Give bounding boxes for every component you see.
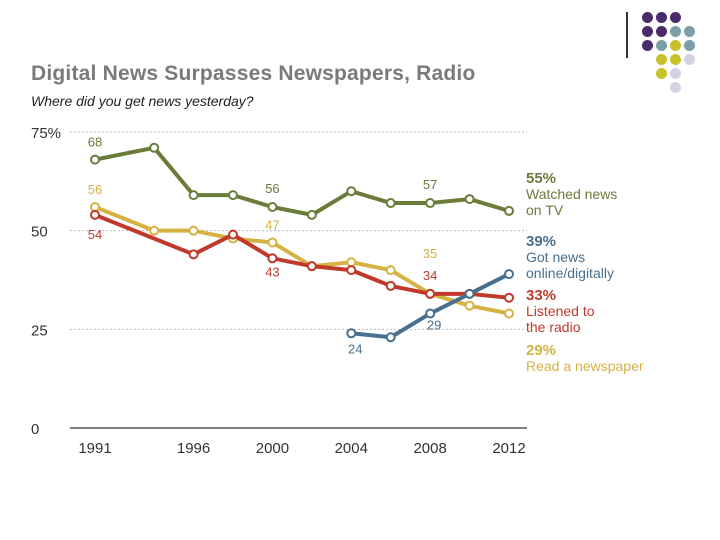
data-label-radio: 34	[423, 268, 437, 283]
end-label-text-radio: the radio	[526, 319, 581, 335]
data-point-tv	[385, 198, 396, 209]
data-label-newspaper: 56	[88, 182, 102, 197]
x-tick-label: 2008	[413, 440, 446, 457]
y-tick-label: 0	[31, 421, 39, 438]
decorative-dot	[684, 54, 695, 65]
data-point-newspaper	[346, 257, 357, 268]
chart-title: Digital News Surpasses Newspapers, Radio	[31, 62, 476, 85]
data-point-tv	[346, 186, 357, 197]
decorative-dot	[642, 40, 653, 51]
data-point-newspaper	[90, 201, 100, 212]
data-point-newspaper	[385, 265, 396, 276]
data-point-tv	[267, 201, 278, 212]
decorative-dot	[684, 26, 695, 37]
end-label-pct-newspaper: 29%	[526, 342, 556, 359]
data-label-newspaper: 35	[423, 246, 437, 261]
x-tick-label: 2000	[256, 440, 289, 457]
decorative-dot	[670, 68, 681, 79]
data-point-tv	[228, 190, 238, 201]
data-point-radio	[346, 265, 357, 276]
end-label-text-online: online/digitally	[526, 265, 614, 281]
data-point-newspaper	[149, 225, 160, 236]
data-point-radio	[267, 253, 278, 264]
data-label-online: 29	[427, 318, 441, 333]
end-label-text-online: Got news	[526, 249, 585, 265]
data-label-radio: 43	[265, 264, 279, 279]
end-label-text-tv: on TV	[526, 202, 564, 218]
decorative-dot	[656, 54, 667, 65]
data-point-tv	[306, 209, 317, 220]
end-label-pct-online: 39%	[526, 233, 556, 250]
data-point-online	[504, 269, 514, 280]
data-point-tv	[90, 154, 100, 165]
data-point-tv	[188, 190, 199, 201]
data-point-radio	[306, 261, 317, 272]
data-point-radio	[504, 292, 514, 303]
x-tick-label: 2004	[335, 440, 368, 457]
data-point-newspaper	[188, 225, 199, 236]
data-point-radio	[385, 280, 396, 291]
data-point-radio	[228, 229, 238, 240]
end-label-pct-radio: 33%	[526, 287, 556, 304]
data-point-radio	[188, 249, 199, 260]
corner-divider	[626, 12, 628, 58]
data-label-online: 24	[348, 341, 362, 356]
data-label-tv: 57	[423, 177, 437, 192]
data-point-radio	[90, 209, 100, 220]
decorative-dot	[684, 40, 695, 51]
decorative-dot	[642, 26, 653, 37]
data-point-tv	[425, 198, 436, 209]
decorative-dot	[656, 68, 667, 79]
series-line-radio	[93, 212, 511, 300]
chart-subtitle: Where did you get news yesterday?	[31, 93, 254, 109]
end-label-text-tv: Watched news	[526, 186, 617, 202]
y-tick-label: 75%	[31, 125, 61, 142]
x-tick-label: 1991	[78, 440, 111, 457]
decorative-dot	[670, 82, 681, 93]
data-point-tv	[464, 194, 475, 205]
data-point-online	[425, 308, 436, 319]
end-label-pct-tv: 55%	[526, 170, 556, 187]
series-line-tv	[93, 145, 511, 217]
series-line-newspaper	[93, 204, 511, 316]
data-label-tv: 68	[88, 135, 102, 150]
decorative-dot	[656, 40, 667, 51]
decorative-dot	[670, 54, 681, 65]
data-point-newspaper	[267, 237, 278, 248]
decorative-dot	[656, 12, 667, 23]
data-point-tv	[149, 142, 160, 153]
data-point-tv	[504, 205, 514, 216]
end-label-text-newspaper: Read a newspaper	[526, 358, 644, 374]
data-point-newspaper	[504, 308, 514, 319]
decorative-dot	[670, 26, 681, 37]
data-label-radio: 54	[88, 227, 102, 242]
data-label-tv: 56	[265, 181, 279, 196]
decorative-dot	[670, 12, 681, 23]
data-point-online	[385, 332, 396, 343]
data-point-radio	[425, 288, 436, 299]
decorative-dot	[642, 12, 653, 23]
y-tick-label: 50	[31, 224, 48, 241]
x-tick-label: 1996	[177, 440, 210, 457]
x-tick-label: 2012	[492, 440, 525, 457]
data-point-online	[346, 328, 357, 339]
decorative-dot	[670, 40, 681, 51]
end-label-text-radio: Listened to	[526, 303, 595, 319]
data-label-newspaper: 47	[265, 218, 279, 233]
y-tick-label: 25	[31, 322, 48, 339]
data-point-newspaper	[464, 300, 475, 311]
data-point-online	[464, 288, 475, 299]
decorative-dot	[656, 26, 667, 37]
